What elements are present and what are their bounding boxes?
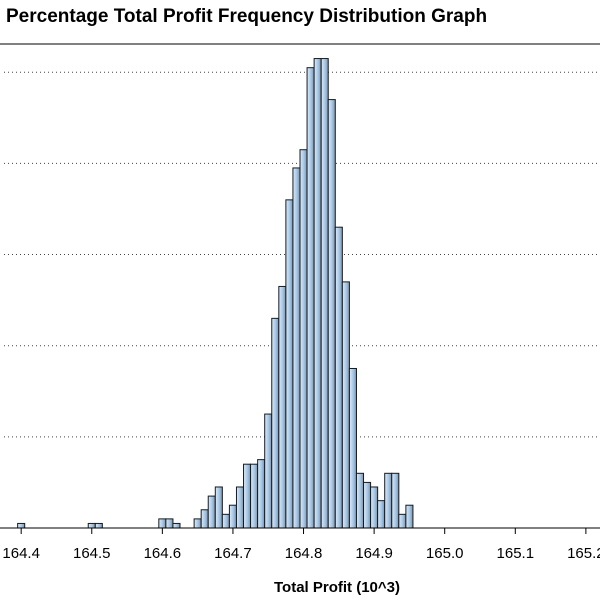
bar-164.83	[320, 58, 329, 529]
bar-164.65	[193, 518, 202, 529]
bar-164.40	[17, 522, 26, 529]
bar-164.93	[391, 472, 400, 529]
bar-164.85	[334, 226, 343, 529]
bar-164.90	[370, 486, 379, 529]
bars	[17, 58, 414, 529]
bar-164.87	[348, 367, 357, 529]
x-ticks: 164.4 164.5 164.6 164.7 164.8 164.9 165.0 165.1…	[2, 528, 600, 562]
bar-164.89	[363, 481, 372, 529]
bar-164.70	[228, 504, 237, 529]
bar-164.66	[200, 509, 209, 529]
bar-164.86	[341, 281, 350, 529]
x-axis-label: Total Profit (10^3)	[274, 579, 400, 596]
bar-164.80	[299, 149, 308, 529]
x-tick-label-7: 165.0	[426, 545, 464, 562]
x-tick-label-9: 165.2	[567, 545, 600, 562]
x-tick-label-8: 165.1	[497, 545, 535, 562]
bar-164.88	[355, 472, 365, 529]
bar-164.75	[264, 413, 273, 529]
bar-164.67	[207, 495, 216, 529]
bar-164.79	[292, 167, 301, 529]
chart-title: Percentage Total Profit Frequency Distri…	[6, 6, 487, 27]
bar-164.94	[398, 513, 407, 529]
x-tick-label-3: 164.6	[144, 545, 182, 562]
bar-164.95	[405, 504, 414, 529]
x-tick-label-4: 164.7	[214, 545, 252, 562]
bar-164.78	[285, 199, 294, 529]
bar-164.60	[158, 518, 167, 529]
bar-164.61	[165, 518, 174, 529]
bar-164.92	[384, 472, 393, 529]
x-tick-label-5: 164.8	[285, 545, 323, 562]
bar-164.62	[172, 522, 181, 529]
x-tick-label-1: 164.4	[2, 545, 40, 562]
bar-164.81	[306, 67, 315, 529]
bar-164.91	[377, 500, 386, 529]
x-tick-label-2: 164.5	[73, 545, 111, 562]
bar-164.50	[87, 522, 96, 529]
bar-164.77	[278, 285, 287, 529]
gridlines	[4, 71, 600, 438]
bar-164.69	[221, 513, 230, 529]
bar-164.68	[214, 486, 223, 529]
bar-164.73	[250, 463, 259, 529]
bar-164.76	[271, 317, 280, 529]
bar-164.71	[235, 486, 245, 529]
bar-164.72	[243, 463, 252, 529]
bar-164.82	[313, 58, 322, 529]
bar-164.84	[327, 99, 336, 529]
bar-164.51	[94, 522, 103, 529]
x-tick-label-6: 164.9	[355, 545, 393, 562]
bar-164.74	[257, 459, 266, 529]
